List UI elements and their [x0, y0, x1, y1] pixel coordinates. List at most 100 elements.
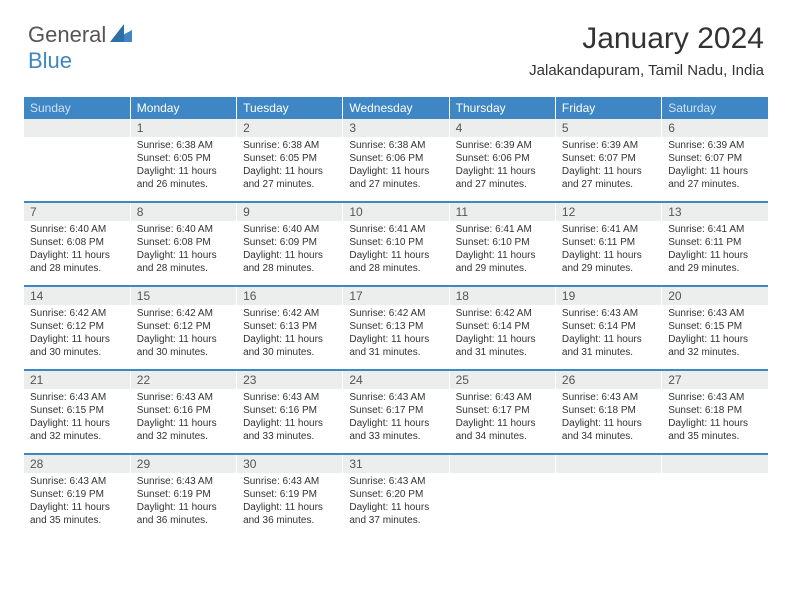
sunrise-text: Sunrise: 6:43 AM	[668, 391, 762, 404]
sunrise-text: Sunrise: 6:41 AM	[562, 223, 655, 236]
calendar-day-cell: 8Sunrise: 6:40 AMSunset: 6:08 PMDaylight…	[130, 202, 236, 286]
day-number: 9	[237, 203, 342, 221]
sunrise-text: Sunrise: 6:43 AM	[349, 475, 442, 488]
day-number: 24	[343, 371, 448, 389]
day-number: 15	[131, 287, 236, 305]
sunrise-text: Sunrise: 6:43 AM	[562, 391, 655, 404]
day-body: Sunrise: 6:43 AMSunset: 6:16 PMDaylight:…	[131, 389, 236, 453]
calendar-day-cell: 7Sunrise: 6:40 AMSunset: 6:08 PMDaylight…	[24, 202, 130, 286]
calendar-day-cell: 4Sunrise: 6:39 AMSunset: 6:06 PMDaylight…	[449, 119, 555, 202]
sunset-text: Sunset: 6:17 PM	[349, 404, 442, 417]
sunrise-text: Sunrise: 6:43 AM	[562, 307, 655, 320]
day-body: Sunrise: 6:40 AMSunset: 6:09 PMDaylight:…	[237, 221, 342, 285]
daylight-text: Daylight: 11 hours and 34 minutes.	[562, 417, 655, 443]
day-body: Sunrise: 6:43 AMSunset: 6:19 PMDaylight:…	[131, 473, 236, 537]
calendar-day-cell: 24Sunrise: 6:43 AMSunset: 6:17 PMDayligh…	[343, 370, 449, 454]
day-number: 5	[556, 119, 661, 137]
sunset-text: Sunset: 6:13 PM	[349, 320, 442, 333]
day-body: Sunrise: 6:42 AMSunset: 6:14 PMDaylight:…	[450, 305, 555, 369]
sunset-text: Sunset: 6:14 PM	[562, 320, 655, 333]
sunset-text: Sunset: 6:12 PM	[137, 320, 230, 333]
day-body: Sunrise: 6:42 AMSunset: 6:13 PMDaylight:…	[343, 305, 448, 369]
sunrise-text: Sunrise: 6:40 AM	[243, 223, 336, 236]
calendar-week-row: 14 Sunrise: 6:42 AMSunset: 6:12 PM Dayligh…	[24, 286, 768, 370]
day-number: 16	[237, 287, 342, 305]
calendar-day-cell: 17Sunrise: 6:42 AMSunset: 6:13 PMDayligh…	[343, 286, 449, 370]
daylight-text: Daylight: 11 hours and 28 minutes.	[349, 249, 442, 275]
calendar-day-cell	[24, 119, 130, 202]
calendar-day-cell	[449, 454, 555, 537]
daylight-text: Daylight: 11 hours and 31 minutes.	[349, 333, 442, 359]
calendar-week-row: 1Sunrise: 6:38 AMSunset: 6:05 PMDaylight…	[24, 119, 768, 202]
day-body: Sunrise: 6:43 AMSunset: 6:18 PMDaylight:…	[556, 389, 661, 453]
day-body: Sunrise: 6:38 AMSunset: 6:05 PMDaylight:…	[131, 137, 236, 201]
sunrise-text: Sunrise: 6:40 AM	[137, 223, 230, 236]
daylight-text: Daylight: 11 hours and 26 minutes.	[137, 165, 230, 191]
calendar-day-cell: 27Sunrise: 6:43 AMSunset: 6:18 PMDayligh…	[662, 370, 768, 454]
daylight-text: Daylight: 11 hours and 35 minutes.	[668, 417, 762, 443]
calendar-day-cell: 19Sunrise: 6:43 AMSunset: 6:14 PMDayligh…	[555, 286, 661, 370]
day-body: Sunrise: 6:43 AMSunset: 6:19 PMDaylight:…	[237, 473, 342, 537]
day-number: 14	[24, 287, 130, 305]
logo-text-blue: Blue	[28, 48, 72, 73]
sunrise-text: Sunrise: 6:43 AM	[30, 391, 124, 404]
daylight-text: Daylight: 11 hours and 28 minutes.	[137, 249, 230, 275]
sunrise-text: Sunrise: 6:38 AM	[349, 139, 442, 152]
sunrise-text: Sunrise: 6:43 AM	[668, 307, 762, 320]
daylight-text: Daylight: 11 hours and 27 minutes.	[456, 165, 549, 191]
sunset-text: Sunset: 6:19 PM	[137, 488, 230, 501]
day-number: 19	[556, 287, 661, 305]
sunrise-text: Sunrise: 6:40 AM	[30, 223, 124, 236]
calendar-day-cell: 12Sunrise: 6:41 AMSunset: 6:11 PMDayligh…	[555, 202, 661, 286]
day-number: 21	[24, 371, 130, 389]
day-number: 7	[24, 203, 130, 221]
day-number: 30	[237, 455, 342, 473]
day-number-empty	[662, 455, 768, 473]
daylight-text: Daylight: 11 hours and 34 minutes.	[456, 417, 549, 443]
calendar-day-cell: 26Sunrise: 6:43 AMSunset: 6:18 PMDayligh…	[555, 370, 661, 454]
day-body: Sunrise: 6:42 AMSunset: 6:13 PMDaylight:…	[237, 305, 342, 369]
day-number: 23	[237, 371, 342, 389]
sunrise-text: Sunrise: 6:42 AM	[137, 307, 230, 320]
sunset-text: Sunset: 6:06 PM	[349, 152, 442, 165]
calendar-week-row: 7Sunrise: 6:40 AMSunset: 6:08 PMDaylight…	[24, 202, 768, 286]
sunrise-text: Sunrise: 6:39 AM	[456, 139, 549, 152]
sunset-text: Sunset: 6:08 PM	[137, 236, 230, 249]
calendar-day-cell: 13Sunrise: 6:41 AMSunset: 6:11 PMDayligh…	[662, 202, 768, 286]
sunset-text: Sunset: 6:16 PM	[137, 404, 230, 417]
day-number: 8	[131, 203, 236, 221]
calendar-day-cell: 29Sunrise: 6:43 AMSunset: 6:19 PMDayligh…	[130, 454, 236, 537]
day-body: Sunrise: 6:43 AMSunset: 6:18 PMDaylight:…	[662, 389, 768, 453]
day-number: 3	[343, 119, 448, 137]
calendar-day-cell: 30Sunrise: 6:43 AMSunset: 6:19 PMDayligh…	[237, 454, 343, 537]
day-body: Sunrise: 6:40 AMSunset: 6:08 PMDaylight:…	[131, 221, 236, 285]
daylight-text: Daylight: 11 hours and 27 minutes.	[668, 165, 762, 191]
day-body: Sunrise: 6:41 AMSunset: 6:11 PMDaylight:…	[662, 221, 768, 285]
day-number: 18	[450, 287, 555, 305]
calendar-day-cell: 31Sunrise: 6:43 AMSunset: 6:20 PMDayligh…	[343, 454, 449, 537]
day-number: 29	[131, 455, 236, 473]
sunset-text: Sunset: 6:05 PM	[137, 152, 230, 165]
day-body-empty	[450, 473, 555, 535]
daylight-text: Daylight: 11 hours and 32 minutes.	[137, 417, 230, 443]
calendar-day-cell	[662, 454, 768, 537]
sunset-text: Sunset: 6:16 PM	[243, 404, 336, 417]
sunset-text: Sunset: 6:19 PM	[243, 488, 336, 501]
calendar-header-row: SundayMondayTuesdayWednesdayThursdayFrid…	[24, 97, 768, 119]
calendar-week-row: 28Sunrise: 6:43 AMSunset: 6:19 PMDayligh…	[24, 454, 768, 537]
day-number: 25	[450, 371, 555, 389]
month-title: January 2024	[529, 22, 764, 56]
daylight-text: Daylight: 11 hours and 36 minutes.	[137, 501, 230, 527]
day-number: 17	[343, 287, 448, 305]
day-number-empty	[450, 455, 555, 473]
sunset-text: Sunset: 6:07 PM	[562, 152, 655, 165]
day-number: 2	[237, 119, 342, 137]
calendar-day-cell: 25Sunrise: 6:43 AMSunset: 6:17 PMDayligh…	[449, 370, 555, 454]
calendar-day-cell: 15Sunrise: 6:42 AMSunset: 6:12 PMDayligh…	[130, 286, 236, 370]
sunrise-text: Sunrise: 6:38 AM	[137, 139, 230, 152]
sunrise-text: Sunrise: 6:39 AM	[668, 139, 762, 152]
sunset-text: Sunset: 6:20 PM	[349, 488, 442, 501]
sunrise-text: Sunrise: 6:43 AM	[243, 391, 336, 404]
day-number: 28	[24, 455, 130, 473]
sunrise-text: Sunrise: 6:43 AM	[349, 391, 442, 404]
